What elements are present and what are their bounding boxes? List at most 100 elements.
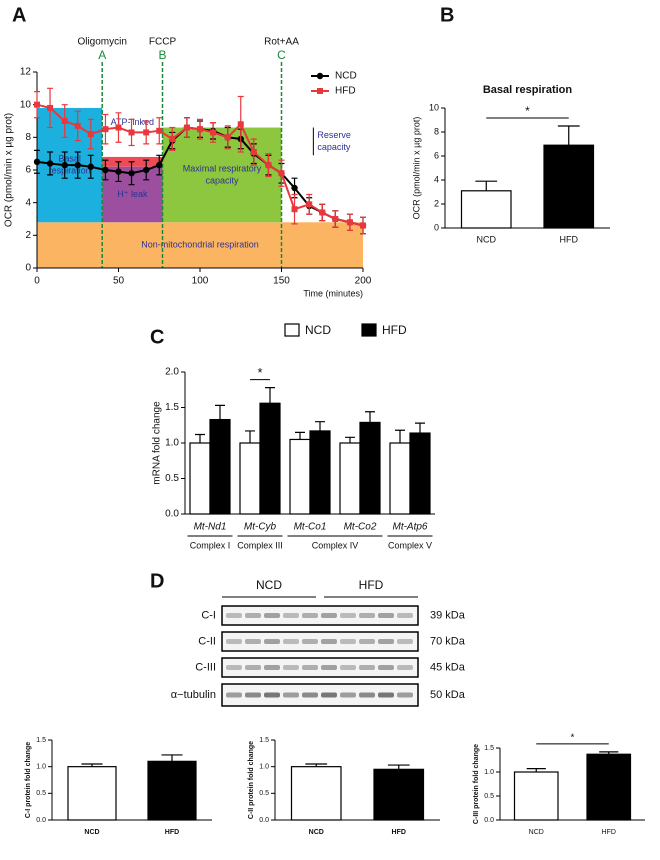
y-tick-label: 0.5 xyxy=(36,790,46,797)
blot-band xyxy=(283,639,299,644)
x-tick-label: NCD xyxy=(529,829,544,836)
blot-band xyxy=(340,639,356,644)
y-axis-label: mRNA fold change xyxy=(152,401,163,485)
blot-size-label: 70 kDa xyxy=(430,635,466,647)
bar xyxy=(460,190,512,229)
bar xyxy=(543,144,595,229)
blot-band xyxy=(302,665,318,670)
blot-band xyxy=(264,613,280,618)
x-tick-label: HFD xyxy=(165,829,179,836)
legend-label: NCD xyxy=(305,323,331,337)
y-tick-label: 0.5 xyxy=(484,793,494,800)
bar xyxy=(147,760,197,821)
y-tick-label: 4 xyxy=(25,197,31,208)
data-point xyxy=(102,126,109,133)
error-bar xyxy=(345,436,355,443)
data-point xyxy=(34,101,40,108)
y-tick-label: 0 xyxy=(25,263,31,274)
legend-label: HFD xyxy=(382,323,407,337)
data-point xyxy=(169,135,176,142)
blot-band xyxy=(245,665,261,670)
data-point xyxy=(143,166,150,174)
blot-band xyxy=(264,692,280,698)
blot-band xyxy=(397,692,413,698)
y-axis-label: C-III protein fold change xyxy=(473,744,480,824)
region-label: Non-mitochondrial respiration xyxy=(141,240,259,250)
x-tick-label: HFD xyxy=(392,829,406,836)
data-point xyxy=(74,161,81,169)
y-tick-label: 1.0 xyxy=(165,438,179,449)
y-tick-label: 8 xyxy=(434,126,439,136)
injection-name: Rot+AA xyxy=(264,37,299,48)
y-axis-label: C-II protein fold change xyxy=(248,741,255,819)
group-label: Complex V xyxy=(388,540,432,550)
data-point xyxy=(128,170,135,177)
x-tick-label: 100 xyxy=(192,276,209,287)
y-tick-label: 2.0 xyxy=(165,367,179,378)
bar xyxy=(339,442,361,515)
bar xyxy=(290,766,342,821)
y-tick-label: 6 xyxy=(434,150,439,160)
blot-size-label: 45 kDa xyxy=(430,661,466,673)
y-tick-label: 8 xyxy=(25,132,31,143)
blot-band xyxy=(397,613,413,618)
panel-label: C xyxy=(150,326,164,348)
x-tick-label: HFD xyxy=(560,234,579,244)
injection-name: Oligomycin xyxy=(77,37,126,48)
blot-row-label: C-III xyxy=(195,661,216,673)
data-point xyxy=(143,129,150,136)
y-tick-label: 12 xyxy=(20,67,32,78)
legend-label: NCD xyxy=(335,71,357,82)
error-bar xyxy=(245,430,255,443)
x-tick-label: Mt-Cyb xyxy=(244,522,277,533)
blot-band xyxy=(397,665,413,670)
bar xyxy=(359,421,381,515)
blot-frame xyxy=(221,605,419,626)
data-point xyxy=(319,209,326,216)
bar xyxy=(209,418,231,515)
significance-label: * xyxy=(571,732,575,743)
region-label: ATP-linked xyxy=(111,117,154,127)
blot-band xyxy=(359,665,375,670)
x-tick-label: Mt-Co2 xyxy=(344,522,377,533)
blot-band xyxy=(321,639,337,644)
x-tick-label: Mt-Nd1 xyxy=(194,522,227,533)
bar xyxy=(513,771,559,821)
blot-group-label: NCD xyxy=(256,578,282,592)
y-tick-label: 1.0 xyxy=(259,764,269,771)
x-tick-label: NCD xyxy=(477,234,497,244)
data-point xyxy=(87,131,94,138)
y-tick-label: 1.5 xyxy=(165,402,179,413)
y-tick-label: 1.5 xyxy=(36,737,46,744)
y-tick-label: 2 xyxy=(434,198,439,208)
legend-marker xyxy=(316,72,324,80)
blot-band xyxy=(378,665,394,670)
bar xyxy=(409,432,431,515)
blot-band xyxy=(321,692,337,698)
legend-label: HFD xyxy=(335,86,356,97)
data-point xyxy=(115,124,122,131)
blot-band xyxy=(245,613,261,618)
bar xyxy=(373,768,425,821)
data-point xyxy=(291,206,298,213)
error-bar xyxy=(265,387,275,404)
blot-group-label: HFD xyxy=(359,578,384,592)
data-point xyxy=(346,219,353,226)
injection-letter: A xyxy=(98,48,106,62)
blot-band xyxy=(321,665,337,670)
data-point xyxy=(210,129,217,136)
y-tick-label: 6 xyxy=(25,165,31,176)
bar xyxy=(239,442,261,515)
x-tick-label: Mt-Atp6 xyxy=(392,522,427,533)
region-label: Basal xyxy=(58,153,81,163)
y-tick-label: 0.0 xyxy=(165,509,179,520)
legend-swatch xyxy=(361,323,377,337)
chart-title: Basal respiration xyxy=(483,84,573,96)
y-tick-label: 0 xyxy=(434,222,439,232)
region-label: Maximal respiratory xyxy=(183,163,262,173)
x-tick-label: NCD xyxy=(84,829,99,836)
y-tick-label: 0.5 xyxy=(259,790,269,797)
blot-band xyxy=(340,692,356,698)
blot-band xyxy=(321,613,337,618)
data-point xyxy=(265,162,272,169)
